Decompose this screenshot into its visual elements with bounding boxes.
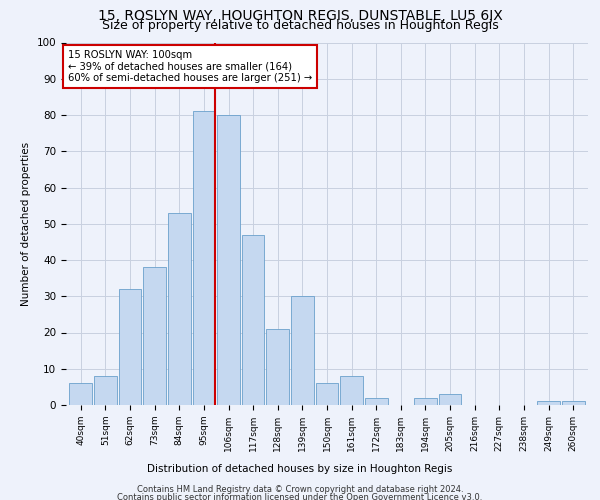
Bar	[119, 289, 142, 405]
Bar	[340, 376, 363, 405]
Bar	[217, 115, 240, 405]
Bar	[291, 296, 314, 405]
Bar	[316, 384, 338, 405]
Text: Size of property relative to detached houses in Houghton Regis: Size of property relative to detached ho…	[101, 20, 499, 32]
Bar	[193, 112, 215, 405]
Text: 15, ROSLYN WAY, HOUGHTON REGIS, DUNSTABLE, LU5 6JX: 15, ROSLYN WAY, HOUGHTON REGIS, DUNSTABL…	[98, 9, 502, 23]
Bar	[70, 384, 92, 405]
Bar	[414, 398, 437, 405]
Bar	[143, 267, 166, 405]
Bar	[562, 402, 584, 405]
Y-axis label: Number of detached properties: Number of detached properties	[21, 142, 31, 306]
Text: Contains public sector information licensed under the Open Government Licence v3: Contains public sector information licen…	[118, 493, 482, 500]
Bar	[242, 234, 265, 405]
Text: Contains HM Land Registry data © Crown copyright and database right 2024.: Contains HM Land Registry data © Crown c…	[137, 485, 463, 494]
Text: Distribution of detached houses by size in Houghton Regis: Distribution of detached houses by size …	[148, 464, 452, 474]
Bar	[537, 402, 560, 405]
Bar	[266, 329, 289, 405]
Bar	[168, 213, 191, 405]
Bar	[439, 394, 461, 405]
Text: 15 ROSLYN WAY: 100sqm
← 39% of detached houses are smaller (164)
60% of semi-det: 15 ROSLYN WAY: 100sqm ← 39% of detached …	[68, 50, 312, 83]
Bar	[365, 398, 388, 405]
Bar	[94, 376, 117, 405]
